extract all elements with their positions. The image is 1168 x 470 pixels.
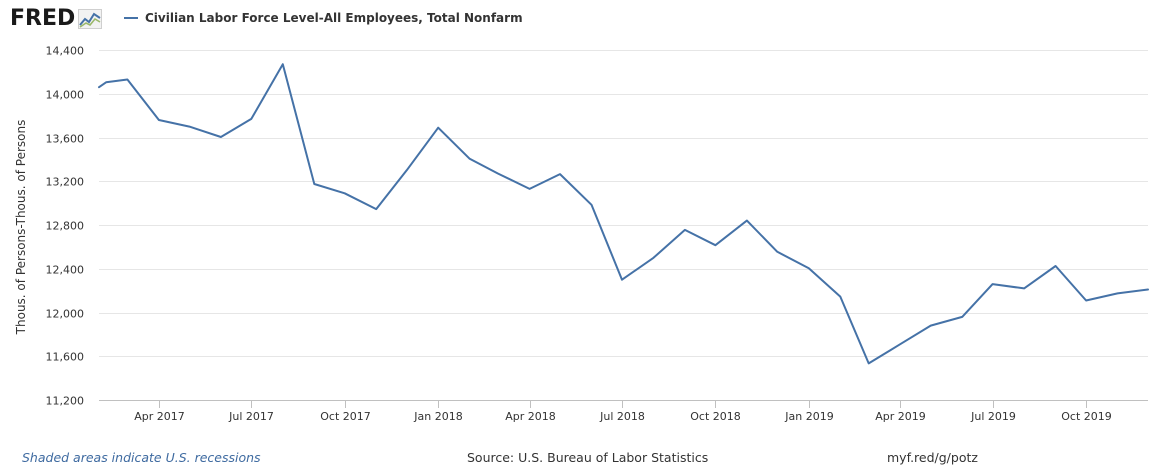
data-point[interactable] — [122, 75, 132, 85]
y-tick-label: 13,600 — [46, 133, 85, 146]
data-point[interactable] — [371, 204, 381, 214]
data-point[interactable] — [772, 247, 782, 257]
y-axis-title: Thous. of Persons-Thous. of Persons — [14, 120, 28, 336]
y-tick-label: 11,600 — [46, 351, 85, 364]
fred-logo[interactable]: FRED — [10, 6, 103, 31]
y-tick-label: 12,800 — [46, 220, 85, 233]
x-tick-label: Jan 2018 — [413, 410, 462, 423]
data-point[interactable] — [1051, 261, 1061, 271]
y-tick-label: 12,000 — [46, 308, 85, 321]
data-point[interactable] — [216, 132, 226, 142]
data-point[interactable] — [1143, 285, 1153, 295]
source-note: Source: U.S. Bureau of Labor Statistics — [467, 450, 709, 465]
data-point[interactable] — [587, 200, 597, 210]
data-point[interactable] — [895, 339, 905, 349]
data-point[interactable] — [926, 321, 936, 331]
chart-legend[interactable]: Civilian Labor Force Level-All Employees… — [124, 11, 523, 25]
data-point[interactable] — [433, 123, 443, 133]
y-tick-label: 14,400 — [46, 45, 85, 58]
data-point[interactable] — [184, 122, 194, 132]
data-point[interactable] — [864, 358, 874, 368]
y-tick-label: 11,200 — [46, 395, 85, 408]
fred-sparkline-icon — [78, 8, 103, 29]
data-point[interactable] — [154, 115, 164, 125]
data-point[interactable] — [555, 169, 565, 179]
fred-logo-text: FRED — [10, 6, 76, 31]
data-point[interactable] — [246, 114, 256, 124]
legend-swatch — [124, 17, 138, 19]
x-tick-label: Jul 2018 — [599, 410, 645, 423]
data-point[interactable] — [710, 240, 720, 250]
data-point[interactable] — [278, 59, 288, 69]
x-tick-label: Jan 2019 — [784, 410, 833, 423]
x-tick-label: Jul 2019 — [970, 410, 1016, 423]
x-tick-label: Apr 2017 — [134, 410, 185, 423]
data-point[interactable] — [957, 312, 967, 322]
data-point[interactable] — [465, 154, 475, 164]
y-tick-label: 12,400 — [46, 264, 85, 277]
x-tick-label: Oct 2017 — [320, 410, 371, 423]
data-point[interactable] — [988, 279, 998, 289]
data-point[interactable] — [402, 165, 412, 175]
recession-note: Shaded areas indicate U.S. recessions — [22, 450, 261, 465]
series-line[interactable] — [98, 63, 1149, 365]
data-point[interactable] — [525, 184, 535, 194]
x-tick-label: Oct 2018 — [690, 410, 741, 423]
data-point[interactable] — [649, 253, 659, 263]
data-point[interactable] — [493, 169, 503, 179]
legend-label: Civilian Labor Force Level-All Employees… — [145, 11, 523, 25]
data-point[interactable] — [1081, 296, 1091, 306]
x-tick-label: Apr 2019 — [875, 410, 926, 423]
x-tick-label: Oct 2019 — [1061, 410, 1112, 423]
x-tick-label: Jul 2017 — [228, 410, 274, 423]
y-tick-label: 13,200 — [46, 176, 85, 189]
data-point[interactable] — [309, 179, 319, 189]
short-url-link[interactable]: myf.red/g/potz — [887, 450, 978, 465]
data-point[interactable] — [804, 263, 814, 273]
x-tick-label: Apr 2018 — [505, 410, 556, 423]
data-point[interactable] — [617, 275, 627, 285]
data-point[interactable] — [680, 225, 690, 235]
data-point[interactable] — [1019, 283, 1029, 293]
data-point[interactable] — [742, 216, 752, 226]
data-point[interactable] — [835, 292, 845, 302]
y-tick-label: 14,000 — [46, 89, 85, 102]
data-point[interactable] — [101, 77, 111, 87]
data-point[interactable] — [1113, 288, 1123, 298]
data-point[interactable] — [340, 188, 350, 198]
